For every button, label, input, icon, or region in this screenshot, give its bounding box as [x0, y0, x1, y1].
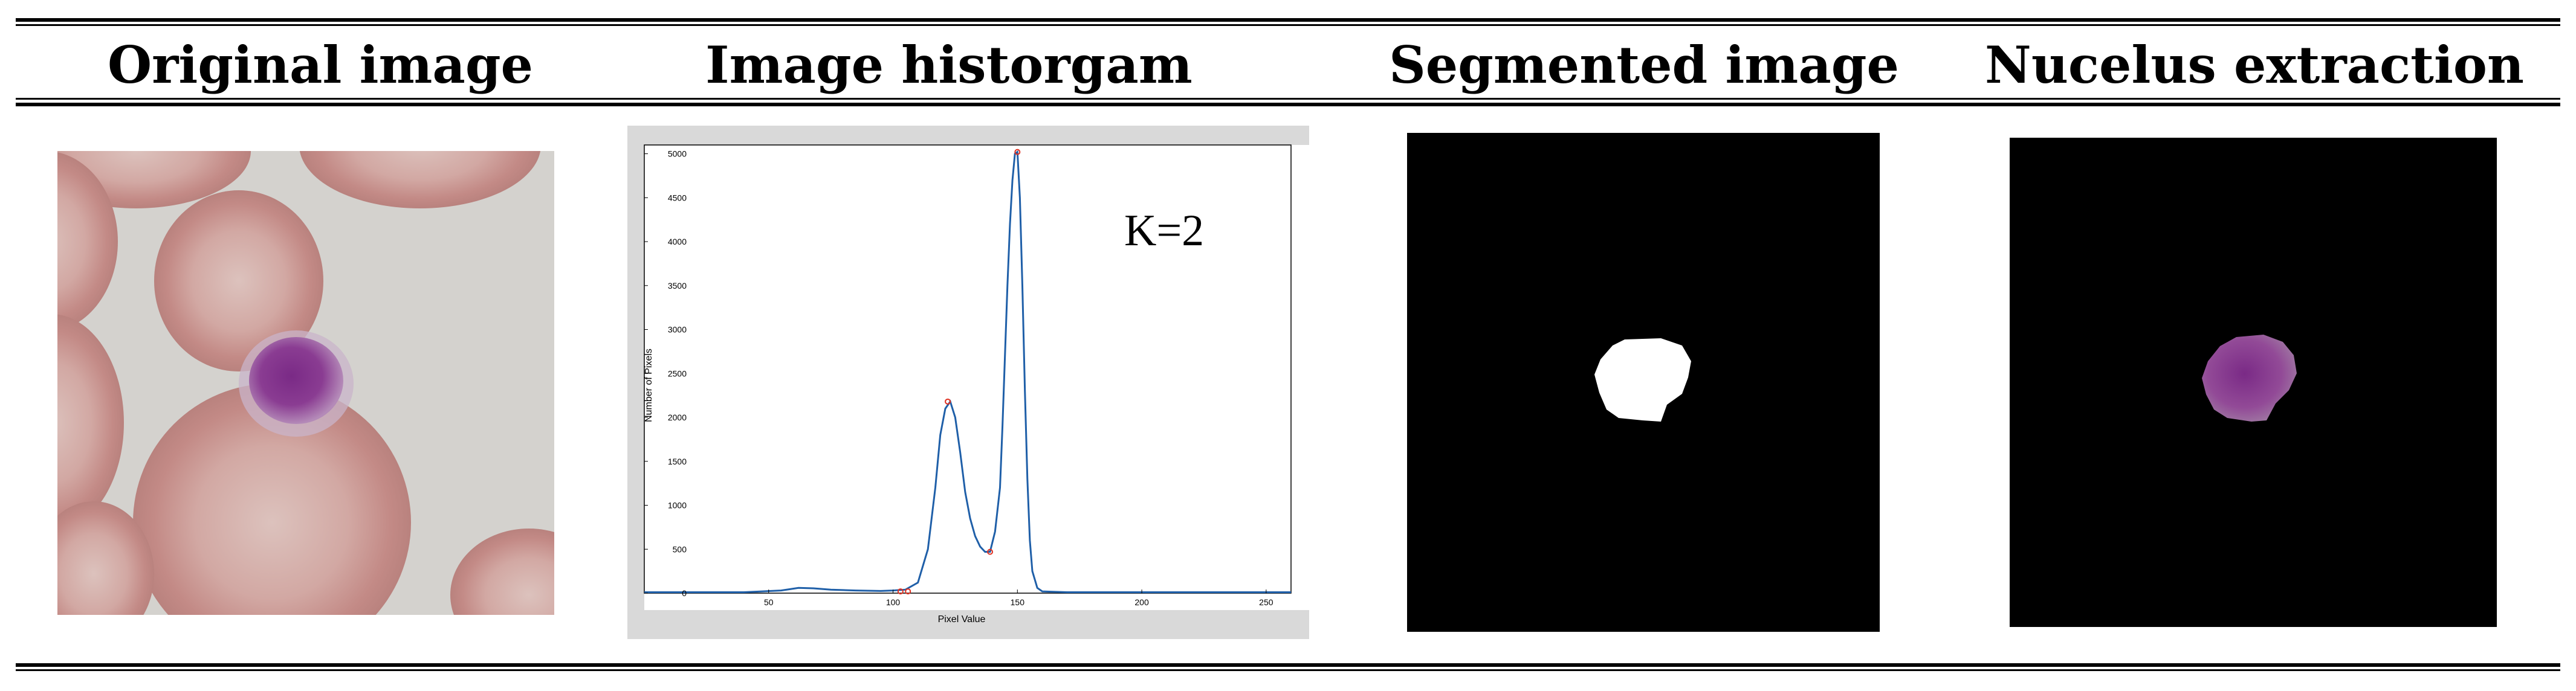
- histogram-line: [644, 150, 1291, 593]
- original-image: [57, 151, 554, 615]
- y-tick-label: 1000: [668, 501, 687, 510]
- y-tick-label: 3000: [668, 325, 687, 335]
- histogram-figure: 50 100 150 200 250 0 500 1000 1500 2000 2500 3000 35…: [627, 126, 1309, 639]
- bottom-rule: [16, 663, 2560, 667]
- header-nucleus-extraction: Nucelus extraction: [1985, 34, 2524, 95]
- y-tick-label: 4500: [668, 193, 687, 202]
- nucleus-picture: [2010, 138, 2497, 627]
- segmentation-mask: [1407, 133, 1880, 632]
- x-tick-label: 150: [1011, 597, 1025, 607]
- y-tick-label: 500: [673, 544, 687, 554]
- nucleus-extraction-image: [2010, 138, 2497, 627]
- x-tick-label: 50: [764, 597, 774, 607]
- y-tick-label: 5000: [668, 149, 687, 159]
- y-axis-label: Number of Pixels: [644, 349, 654, 422]
- x-tick-label: 250: [1259, 597, 1273, 607]
- peak-marker-2: [945, 398, 951, 405]
- y-tick-label: 2500: [668, 368, 687, 378]
- y-tick-label: 2000: [668, 413, 687, 422]
- header-rule: [16, 103, 2560, 106]
- x-axis-label: Pixel Value: [938, 614, 986, 625]
- k-annotation: K=2: [1124, 206, 1204, 256]
- x-tick-label: 200: [1134, 597, 1149, 607]
- segmented-image: [1407, 133, 1880, 632]
- header-segmented-image: Segmented image: [1389, 34, 1899, 95]
- x-tick-label: 100: [886, 597, 901, 607]
- mask-blob: [1594, 338, 1691, 422]
- blood-smear-picture: [57, 151, 554, 615]
- header-rule-thin: [16, 98, 2560, 100]
- peak-marker-4: [1014, 149, 1021, 155]
- peak-marker-0: [897, 588, 904, 595]
- header-image-histogram: Image historgam: [705, 34, 1193, 95]
- top-rule: [16, 18, 2560, 22]
- plot-frame: [644, 144, 1292, 594]
- bottom-rule-thin: [16, 669, 2560, 671]
- y-tick-label: 3500: [668, 281, 687, 291]
- header-original-image: Original image: [107, 34, 534, 95]
- histogram-chart: 50 100 150 200 25005001000150020002500300035…: [627, 126, 1309, 639]
- peak-marker-1: [905, 588, 911, 595]
- y-tick-label: 4000: [668, 237, 687, 246]
- peak-marker-3: [987, 548, 994, 555]
- y-tick-label: 0: [682, 588, 687, 598]
- nucleus-blob: [2202, 335, 2297, 422]
- y-tick-label: 1500: [668, 457, 687, 466]
- top-rule-thin: [16, 24, 2560, 26]
